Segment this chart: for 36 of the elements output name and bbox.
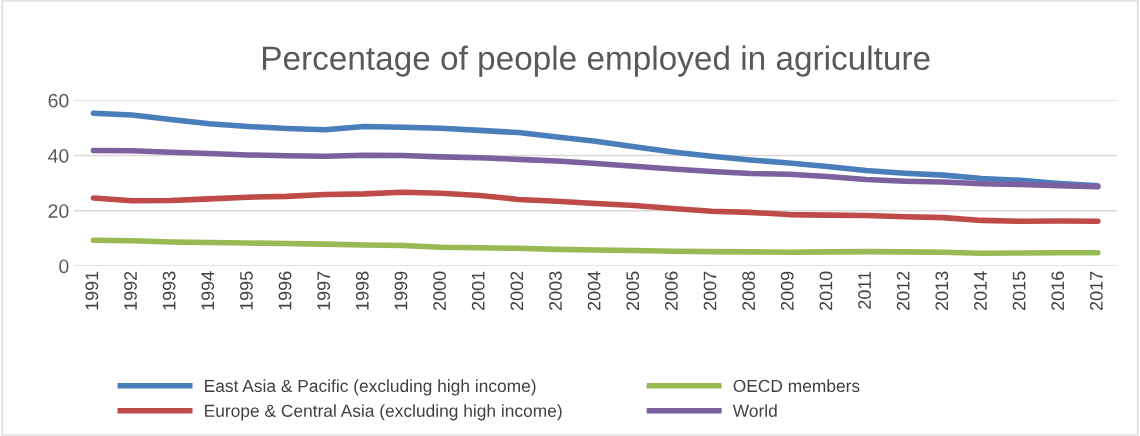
- x-tick-label: 2006: [664, 271, 678, 311]
- x-tick-label: 1995: [240, 271, 253, 310]
- x-tick-label: 1996: [278, 271, 292, 310]
- y-tick-label: 20: [48, 204, 69, 218]
- x-tick-label: 2007: [703, 271, 717, 311]
- x-tick-label: 1997: [317, 271, 331, 310]
- x-tick-label: 2016: [1051, 271, 1065, 311]
- x-tick-label: 2000: [433, 271, 446, 311]
- x-tick-label: 1998: [355, 271, 369, 310]
- x-tick-label: 2002: [510, 271, 524, 311]
- legend-label: Europe & Central Asia (excluding high income): [205, 404, 562, 421]
- x-tick-label: 2001: [471, 271, 485, 311]
- x-tick-label: 1994: [201, 271, 215, 310]
- x-tick-label: 1993: [162, 271, 176, 310]
- chart-title: Percentage of people employed in agriculture: [263, 45, 930, 77]
- x-tick-label: 2013: [935, 271, 949, 311]
- legend-label: OECD members: [733, 379, 860, 393]
- x-tick-label: 2014: [974, 271, 987, 311]
- x-tick-label: 1991: [85, 271, 99, 310]
- x-tick-label: 2003: [549, 271, 562, 311]
- x-tick-label: 1992: [124, 271, 137, 310]
- x-tick-label: 2004: [587, 271, 601, 311]
- x-tick-label: 1999: [394, 271, 408, 310]
- x-tick-label: 2008: [742, 271, 756, 311]
- x-tick-label: 2012: [896, 271, 910, 311]
- x-tick-label: 2011: [858, 271, 871, 309]
- y-tick-label: 40: [48, 148, 69, 163]
- x-tick-label: 2017: [1089, 271, 1103, 311]
- legend-label: East Asia & Pacific (excluding high income): [205, 379, 536, 396]
- x-tick-label: 2009: [780, 271, 794, 311]
- x-tick-label: 2005: [626, 271, 640, 311]
- y-tick-label: 0: [59, 259, 69, 274]
- x-tick-label: 2010: [819, 271, 833, 311]
- y-tick-label: 60: [48, 93, 69, 108]
- legend-label: World: [732, 404, 777, 417]
- x-tick-label: 2015: [1012, 271, 1026, 311]
